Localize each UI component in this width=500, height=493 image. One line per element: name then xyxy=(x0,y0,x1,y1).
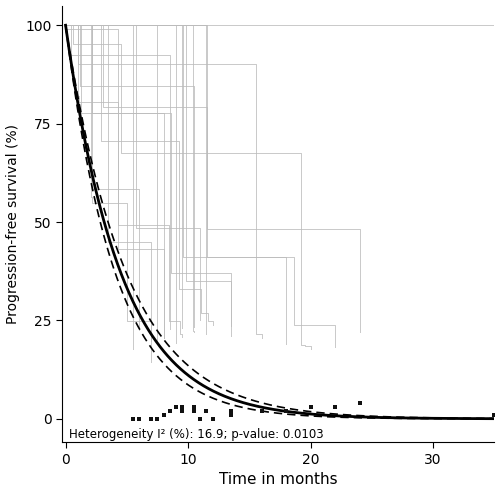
Y-axis label: Progression-free survival (%): Progression-free survival (%) xyxy=(6,124,20,324)
X-axis label: Time in months: Time in months xyxy=(219,472,338,488)
Text: Heterogeneity I² (%): 16.9; p-value: 0.0103: Heterogeneity I² (%): 16.9; p-value: 0.0… xyxy=(70,427,324,441)
